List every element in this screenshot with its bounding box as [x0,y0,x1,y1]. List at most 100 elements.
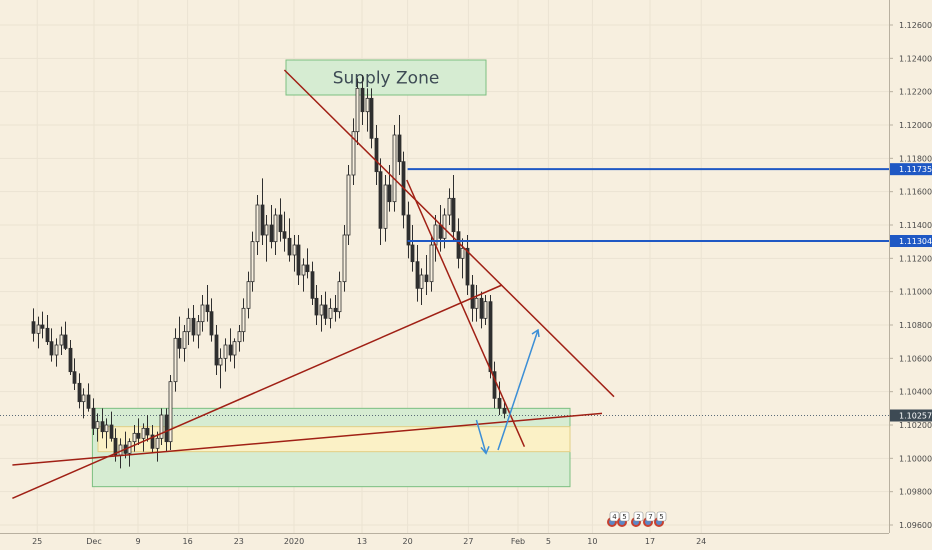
candle-body [241,307,246,333]
candle [164,408,169,452]
descending-trendline-steep[interactable] [406,179,526,447]
ascending-trendline[interactable] [12,284,503,500]
candle [260,178,265,245]
candle-body [177,337,182,349]
candle-body [40,324,45,329]
candle [392,125,397,212]
candle [100,408,105,439]
candle [191,305,196,342]
candle [474,285,479,322]
candle [387,165,392,212]
event-badge[interactable]: 4 [607,511,620,527]
candle-body [374,137,379,173]
supply-zone-label: Supply Zone [333,69,440,89]
candle-body [351,131,356,176]
candle-body [209,311,214,336]
price-axis: 1.12600 1.12400 1.12200 1.12000 1.11800 1.116… [889,0,932,533]
event-badge[interactable]: 5 [654,511,667,527]
resistance-level-high-tag-box [890,163,932,176]
candle-body [278,214,283,233]
candle-body [337,281,342,313]
candle-body [483,301,488,319]
candle [31,308,36,342]
candle [397,115,402,175]
candle [264,215,269,262]
price-tick-label: 1.11400 [899,221,932,230]
demand-inner-zone[interactable] [97,426,571,453]
candle-body [168,381,173,443]
candle-body [31,321,36,334]
candle-body [86,394,91,409]
candle [365,88,370,132]
candle [91,398,96,435]
event-badge[interactable]: 2 [631,511,644,527]
descending-trendline-upper[interactable] [283,69,615,398]
event-badge-count-box [656,511,667,522]
candle-body [296,244,301,276]
candle-body [223,344,228,359]
event-badge-count: 7 [648,513,652,521]
candle-body [474,297,479,309]
candle-body [260,204,265,236]
current-price-tag: 1.10257 [890,409,932,422]
candle-body [191,317,196,336]
event-badge-count-box [633,511,644,522]
time-tick-label: 24 [696,537,706,546]
ascending-trendline-lower[interactable] [12,412,603,466]
candle [337,271,342,319]
time-tick-label: 16 [183,537,193,546]
candle-body [132,432,137,443]
candle-body [150,434,155,449]
projection-arrowhead-down [480,446,490,455]
candle [36,316,41,349]
candle [410,225,415,272]
candle [95,413,100,442]
candle [342,225,347,292]
candle-body [429,244,434,283]
candle [241,298,246,342]
candle-body [406,214,411,246]
event-badge-count-box [609,511,620,522]
projection-arrow-up[interactable] [497,329,539,451]
candle-body [200,304,205,323]
time-tick-label: 10 [587,537,597,546]
candle-body [255,204,260,243]
candle [232,338,237,369]
candle [250,231,255,292]
candle [209,298,214,342]
candle-body [346,174,351,236]
event-badge[interactable]: 5 [617,511,630,527]
candle-body [369,97,374,139]
event-badge-count-box [645,511,656,522]
time-tick-label: 20 [403,537,413,546]
candle-body [77,382,82,403]
candle-body [342,234,347,283]
candle [424,255,429,295]
candle [314,285,319,325]
event-badge-count: 5 [622,513,626,521]
price-tick-label: 1.10800 [899,321,932,330]
candle-body [100,421,105,433]
candle-body [378,171,383,229]
candle [419,268,424,305]
candle-body [502,407,507,414]
candle-body [333,307,338,313]
candle [346,165,351,245]
price-tick-label: 1.11600 [899,188,932,197]
price-tick-label: 1.12600 [899,21,932,30]
candle [63,321,68,350]
candle [269,205,274,249]
candle-body [109,424,114,439]
price-tick-label: 1.12400 [899,54,932,63]
candle [228,328,233,362]
projection-arrow-down[interactable] [475,419,487,454]
candle-body [136,432,141,439]
candle-body [104,424,109,433]
candle-body [456,231,461,259]
candle [214,325,219,375]
supply-zone[interactable] [285,59,487,96]
event-badge[interactable]: 7 [643,511,656,527]
candle-body [54,344,59,356]
